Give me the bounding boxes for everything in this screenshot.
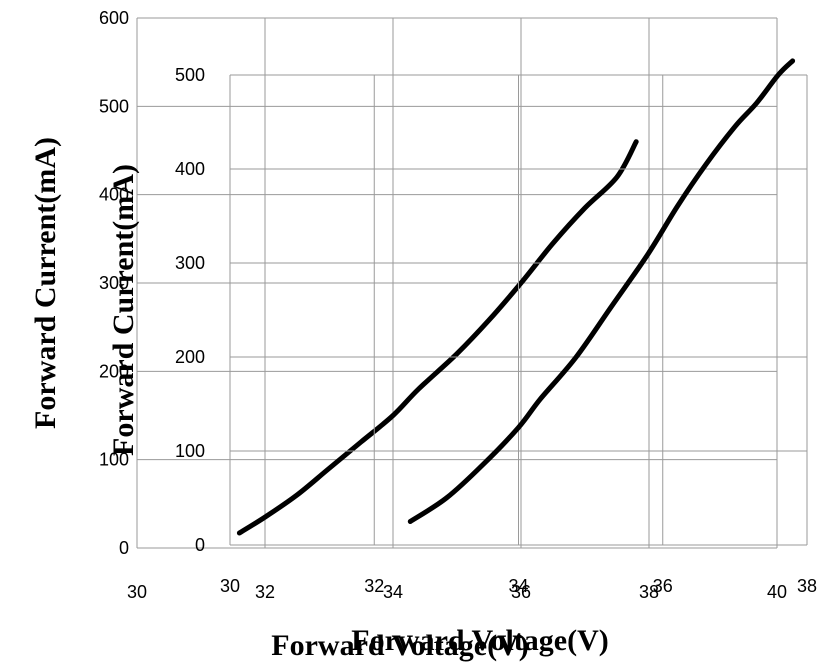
chart-a-ytick-label-4: 400 bbox=[99, 185, 129, 205]
chart-b-ytick-label-4: 400 bbox=[175, 159, 205, 179]
chart-a-ytick-label-6: 600 bbox=[99, 8, 129, 28]
chart-a-x-axis-title: Forward Voltage(V) bbox=[271, 629, 528, 662]
chart-a-ytick-label-0: 0 bbox=[119, 538, 129, 558]
chart-a-xtick-label-0: 30 bbox=[127, 582, 147, 602]
chart-a-xtick-label-5: 40 bbox=[767, 582, 787, 602]
chart-b-xtick-label-0: 30 bbox=[220, 576, 240, 596]
chart-a-xtick-label-4: 38 bbox=[639, 582, 659, 602]
chart-b-xtick-label-4: 38 bbox=[797, 576, 817, 596]
chart-b-xtick-label-1: 32 bbox=[364, 576, 384, 596]
chart-b-y-axis-title: Forward Current(mA) bbox=[107, 164, 140, 456]
chart-b-x-axis-title: Forward Voltage(V) bbox=[351, 624, 608, 657]
chart-a-ytick-label-1: 100 bbox=[99, 450, 129, 470]
chart-b-ytick-label-1: 100 bbox=[175, 441, 205, 461]
chart-a-xtick-label-1: 32 bbox=[255, 582, 275, 602]
chart-a-series-0-line bbox=[236, 139, 639, 536]
chart-b-ytick-label-3: 300 bbox=[175, 253, 205, 273]
chart-b-series-0-line bbox=[407, 58, 796, 524]
chart-b-ytick-label-0: 0 bbox=[195, 535, 205, 555]
chart-b-xtick-label-3: 36 bbox=[653, 576, 673, 596]
chart-b-ytick-label-5: 500 bbox=[175, 65, 205, 85]
chart-a-xtick-label-2: 34 bbox=[383, 582, 403, 602]
chart-a-xtick-label-3: 36 bbox=[511, 582, 531, 602]
chart-a-ytick-label-2: 200 bbox=[99, 361, 129, 381]
chart-b-ytick-label-2: 200 bbox=[175, 347, 205, 367]
chart-a-ytick-label-5: 500 bbox=[99, 96, 129, 116]
chart-a-y-axis-title: Forward Current(mA) bbox=[29, 137, 62, 429]
chart-b-xtick-label-2: 34 bbox=[508, 576, 528, 596]
chart-a-ytick-label-3: 300 bbox=[99, 273, 129, 293]
